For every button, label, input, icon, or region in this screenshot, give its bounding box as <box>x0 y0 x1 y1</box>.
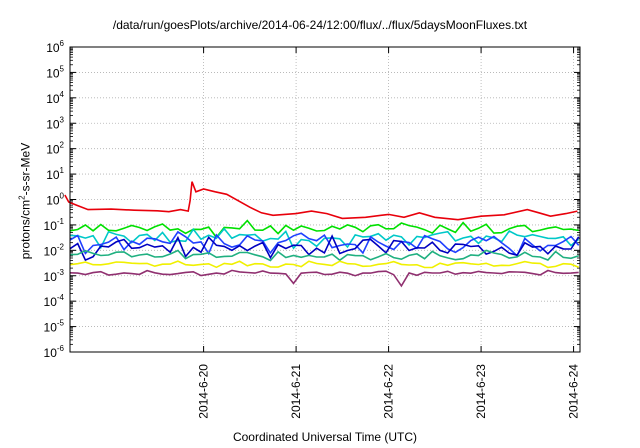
y-tick-label: 10-2 <box>44 242 65 258</box>
y-tick-label: 104 <box>46 90 64 106</box>
y-tick-label: 10-5 <box>44 319 65 335</box>
series-line-8 <box>69 269 579 288</box>
x-axis-label: Coordinated Universal Time (UTC) <box>232 430 418 444</box>
y-tick-label: 10-6 <box>44 344 65 360</box>
series-line-5 <box>69 234 580 262</box>
x-tick-label: 2014-6-20 <box>197 364 211 419</box>
y-tick-label: 102 <box>46 141 64 157</box>
series-line-2 <box>69 219 579 239</box>
plot-frame <box>69 46 581 353</box>
series-line-3 <box>69 227 580 250</box>
y-tick-label: 10-4 <box>44 293 65 309</box>
x-tick-label: 2014-6-23 <box>474 364 488 419</box>
y-tick-label: 105 <box>46 64 64 80</box>
y-tick-label: 100 <box>46 192 64 208</box>
y-tick-label: 10-3 <box>44 268 65 284</box>
series-line-4 <box>69 230 580 258</box>
y-tick-label: 10-1 <box>44 217 65 233</box>
y-tick-label: 106 <box>46 39 64 55</box>
chart-title: /data/run/goesPlots/archive/2014-06-24/1… <box>112 18 528 32</box>
y-tick-label: 103 <box>46 115 64 131</box>
x-tick-label: 2014-6-22 <box>382 364 396 419</box>
series-line-6 <box>69 249 579 262</box>
x-tick-label: 2014-6-21 <box>289 364 303 419</box>
x-tick-label: 2014-6-24 <box>567 364 581 419</box>
y-tick-label: 101 <box>46 166 64 182</box>
series-line-1 <box>64 181 578 221</box>
series-line-7 <box>69 260 579 269</box>
